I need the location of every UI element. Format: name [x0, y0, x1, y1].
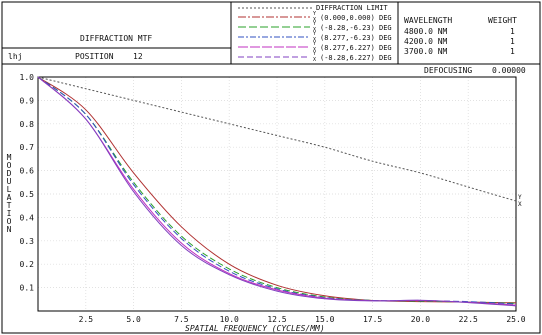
plot-axes-box — [37, 76, 517, 312]
x-tick-label-1: 5.0 — [126, 315, 141, 324]
y-label-letter-9: N — [7, 225, 12, 234]
legend-x-marker-3: X — [313, 47, 316, 53]
legend-x-marker-1: X — [313, 27, 316, 33]
end-labels: YX — [518, 194, 522, 208]
x-tick-label-9: 25.0 — [506, 315, 525, 324]
series-line-0 — [37, 76, 517, 202]
legend-entry-3: (8.277,6.227) DEG — [320, 44, 392, 52]
y-tick-label-1: 0.2 — [20, 260, 35, 269]
plot-frame — [1, 63, 541, 334]
axis-ticks: 0.1 0.2 0.3 0.4 0.5 0.6 0.7 0.8 0.9 1.0 2.5 5.0 7.5 1… — [20, 73, 526, 324]
y-label-letter-1: O — [7, 161, 12, 170]
y-tick-label-0: 0.1 — [20, 284, 35, 293]
legend-y-marker-1: Y — [313, 21, 316, 27]
wavelength-box — [397, 1, 541, 65]
x-tick-label-3: 10.0 — [220, 315, 239, 324]
x-tick-label-7: 20.0 — [411, 315, 430, 324]
x-tick-label-6: 17.5 — [363, 315, 382, 324]
legend-y-marker-2: Y — [313, 31, 316, 37]
legend-y-marker-3: Y — [313, 41, 316, 47]
series-line-2 — [37, 76, 517, 304]
y-tick-label-7: 0.8 — [20, 120, 35, 129]
defocusing-label: DEFOCUSING — [424, 66, 472, 75]
grid — [37, 76, 517, 312]
legend-entry-2: (8.277,-6.23) DEG — [320, 34, 392, 42]
wavelength-header: WAVELENGTH — [404, 16, 452, 25]
weight-value-0: 1 — [510, 27, 515, 36]
x-tick-label-5: 15.0 — [315, 315, 334, 324]
series-line-5 — [37, 76, 517, 307]
x-tick-label-0: 2.5 — [79, 315, 94, 324]
y-label-letter-8: O — [7, 217, 12, 226]
position-value: 12 — [133, 52, 143, 61]
x-tick-label-8: 22.5 — [459, 315, 478, 324]
weight-value-2: 1 — [510, 47, 515, 56]
wavelength-rows: 4800.0 NM 1 4200.0 NM 1 3700.0 NM 1 — [404, 27, 515, 56]
x-tick-label-4: 12.5 — [267, 315, 286, 324]
chart-title: DIFFRACTION MTF — [80, 34, 152, 43]
x-axis-label: SPATIAL FREQUENCY (CYCLES/MM) — [185, 324, 325, 333]
y-label-letter-6: T — [7, 201, 12, 210]
weight-header: WEIGHT — [488, 16, 517, 25]
y-tick-label-3: 0.4 — [20, 213, 35, 222]
legend-entry-1: (-8.28,-6.23) DEG — [320, 24, 392, 32]
x-tick-label-2: 7.5 — [174, 315, 189, 324]
end-label-0: Y — [518, 194, 522, 201]
y-label-letter-0: M — [7, 153, 12, 162]
legend-entry-4: (-8.28,6.227) DEG — [320, 54, 392, 62]
legend-y-marker-0: Y — [313, 11, 316, 17]
y-tick-label-9: 1.0 — [20, 73, 35, 82]
y-label-letter-7: I — [7, 209, 12, 218]
lens-label: lhj — [8, 52, 22, 61]
legend-x-marker-2: X — [313, 37, 316, 43]
y-tick-label-8: 0.9 — [20, 96, 35, 105]
legend-x-marker-4: X — [313, 57, 316, 63]
weight-value-1: 1 — [510, 37, 515, 46]
wavelength-value-1: 4200.0 NM — [404, 37, 448, 46]
wavelength-value-2: 3700.0 NM — [404, 47, 448, 56]
y-tick-label-6: 0.7 — [20, 143, 35, 152]
y-label-letter-5: A — [7, 193, 12, 202]
title-box — [1, 1, 232, 65]
y-tick-label-4: 0.5 — [20, 190, 35, 199]
wavelength-value-0: 4800.0 NM — [404, 27, 448, 36]
position-label: POSITION — [75, 52, 114, 61]
y-label-letter-2: D — [7, 169, 12, 178]
series-lines — [37, 76, 517, 307]
legend-x-marker-0: X — [313, 17, 316, 23]
end-label-1: X — [518, 201, 522, 208]
y-label-letter-4: L — [7, 185, 12, 194]
legend-y-marker-4: Y — [313, 51, 316, 57]
y-tick-label-2: 0.3 — [20, 237, 35, 246]
y-label-letter-3: U — [7, 177, 12, 186]
legend-entry-0: (0.000,0.000) DEG — [320, 14, 392, 22]
y-tick-label-5: 0.6 — [20, 167, 35, 176]
defocusing-value: 0.00000 — [492, 66, 526, 75]
legend-diffraction-limit: DIFFRACTION LIMIT — [316, 4, 388, 12]
